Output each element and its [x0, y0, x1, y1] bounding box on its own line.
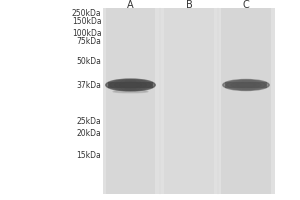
Ellipse shape [226, 80, 266, 90]
Bar [221, 8, 271, 194]
Text: 25kDa: 25kDa [77, 116, 101, 126]
Text: 100kDa: 100kDa [72, 28, 101, 38]
Text: 75kDa: 75kDa [76, 38, 101, 46]
Text: 15kDa: 15kDa [77, 152, 101, 160]
Text: B: B [186, 0, 192, 10]
Bar [225, 82, 267, 88]
Ellipse shape [110, 80, 152, 90]
Text: A: A [127, 0, 134, 10]
Ellipse shape [119, 82, 142, 88]
Ellipse shape [236, 83, 256, 87]
Ellipse shape [113, 90, 148, 93]
Text: C: C [243, 0, 249, 10]
Ellipse shape [231, 81, 261, 89]
Text: 50kDa: 50kDa [76, 58, 101, 66]
Ellipse shape [106, 79, 155, 91]
Text: 37kDa: 37kDa [76, 81, 101, 90]
Bar [164, 8, 214, 194]
Text: 20kDa: 20kDa [77, 130, 101, 138]
Ellipse shape [114, 81, 147, 89]
Text: 250kDa: 250kDa [72, 8, 101, 18]
Bar [103, 8, 274, 194]
Bar [106, 8, 155, 194]
Bar [108, 82, 153, 88]
Ellipse shape [223, 80, 269, 90]
Text: 150kDa: 150kDa [72, 17, 101, 25]
